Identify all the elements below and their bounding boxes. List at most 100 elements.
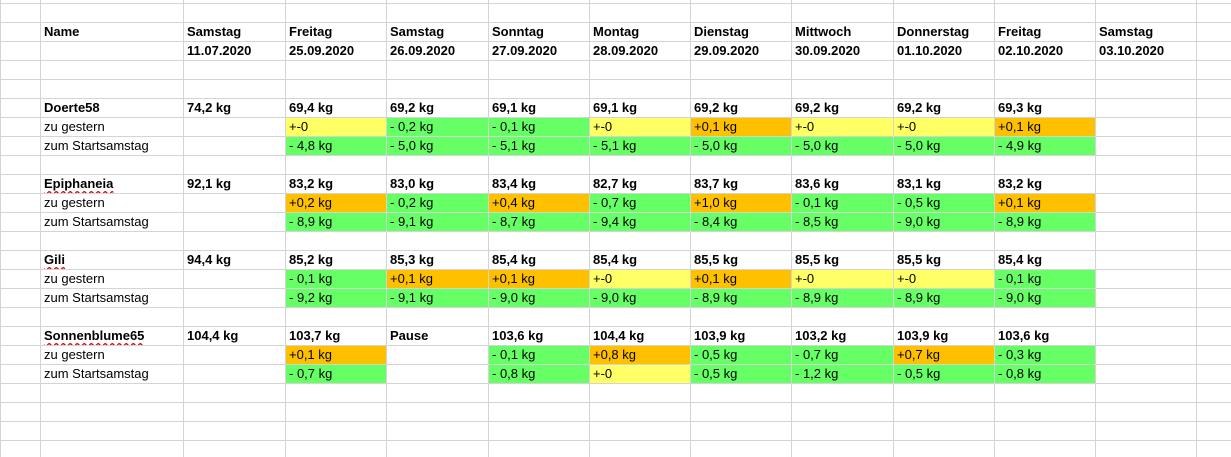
change-total-cell[interactable]: - 5,0 kg xyxy=(387,137,488,155)
weight-cell[interactable]: 83,0 kg xyxy=(390,176,435,191)
header-date-cell[interactable]: 26.09.2020 xyxy=(390,43,456,58)
weight-cell[interactable]: 104,4 kg xyxy=(187,328,239,343)
change-daily-cell[interactable] xyxy=(184,194,285,212)
header-date-cell[interactable]: 25.09.2020 xyxy=(289,43,355,58)
header-weekday-cell[interactable]: Samstag xyxy=(187,24,242,39)
change-total-cell[interactable]: - 8,9 kg xyxy=(792,289,893,307)
person-name-cell[interactable]: Epiphaneia xyxy=(44,176,114,191)
weight-cell[interactable]: 103,6 kg xyxy=(998,328,1050,343)
header-weekday-cell[interactable]: Montag xyxy=(593,24,640,39)
row-label-cell[interactable]: zu gestern xyxy=(44,195,105,210)
change-daily-cell[interactable]: +0,1 kg xyxy=(691,270,791,288)
weight-cell[interactable]: 83,6 kg xyxy=(795,176,840,191)
weight-cell[interactable]: 83,2 kg xyxy=(289,176,334,191)
change-daily-cell[interactable]: - 0,1 kg xyxy=(995,270,1095,288)
change-total-cell[interactable]: - 9,0 kg xyxy=(590,289,690,307)
change-total-cell[interactable]: - 9,0 kg xyxy=(995,289,1095,307)
change-daily-cell[interactable] xyxy=(184,118,285,136)
change-total-cell[interactable]: - 0,5 kg xyxy=(894,365,994,383)
change-total-cell[interactable] xyxy=(184,365,285,383)
header-date-cell[interactable]: 11.07.2020 xyxy=(187,43,252,58)
change-daily-cell[interactable] xyxy=(387,346,488,364)
change-total-cell[interactable]: - 9,1 kg xyxy=(387,289,488,307)
person-name-cell[interactable]: Gili xyxy=(44,252,65,267)
change-total-cell[interactable]: - 5,1 kg xyxy=(590,137,690,155)
header-date-cell[interactable]: 01.10.2020 xyxy=(897,43,963,58)
weight-cell[interactable]: 69,3 kg xyxy=(998,100,1043,115)
change-daily-cell[interactable]: +-0 xyxy=(792,270,893,288)
change-daily-cell[interactable]: +0,7 kg xyxy=(894,346,994,364)
row-label-cell[interactable]: zum Startsamstag xyxy=(44,214,149,229)
weight-cell[interactable]: 85,5 kg xyxy=(694,252,739,267)
change-total-cell[interactable]: - 9,1 kg xyxy=(387,213,488,231)
change-daily-cell[interactable] xyxy=(184,346,285,364)
change-total-cell[interactable]: - 1,2 kg xyxy=(792,365,893,383)
row-label-cell[interactable]: zu gestern xyxy=(44,119,105,134)
change-daily-cell[interactable]: +0,2 kg xyxy=(286,194,386,212)
change-daily-cell[interactable]: +0,1 kg xyxy=(995,194,1095,212)
header-weekday-cell[interactable]: Samstag xyxy=(1099,24,1154,39)
change-total-cell[interactable]: - 0,8 kg xyxy=(489,365,589,383)
change-daily-cell[interactable]: +0,1 kg xyxy=(387,270,488,288)
weight-cell[interactable]: 69,2 kg xyxy=(897,100,942,115)
change-total-cell[interactable]: - 8,7 kg xyxy=(489,213,589,231)
weight-cell[interactable]: 92,1 kg xyxy=(187,176,232,191)
weight-cell[interactable]: 69,2 kg xyxy=(795,100,840,115)
weight-cell[interactable]: Pause xyxy=(390,328,429,343)
change-total-cell[interactable]: - 8,4 kg xyxy=(691,213,791,231)
change-daily-cell[interactable]: +0,1 kg xyxy=(286,346,386,364)
change-total-cell[interactable] xyxy=(184,289,285,307)
change-total-cell[interactable]: - 0,8 kg xyxy=(995,365,1095,383)
header-date-cell[interactable]: 03.10.2020 xyxy=(1099,43,1165,58)
weight-cell[interactable]: 83,1 kg xyxy=(897,176,942,191)
header-date-cell[interactable]: 27.09.2020 xyxy=(492,43,558,58)
header-weekday-cell[interactable]: Samstag xyxy=(390,24,445,39)
weight-cell[interactable]: 69,4 kg xyxy=(289,100,334,115)
change-daily-cell[interactable]: - 0,2 kg xyxy=(387,194,488,212)
change-daily-cell[interactable]: - 0,1 kg xyxy=(792,194,893,212)
change-total-cell[interactable]: - 9,2 kg xyxy=(286,289,386,307)
row-label-cell[interactable]: zu gestern xyxy=(44,271,105,286)
change-total-cell[interactable]: - 8,5 kg xyxy=(792,213,893,231)
change-total-cell[interactable]: - 9,0 kg xyxy=(894,213,994,231)
header-weekday-cell[interactable]: Donnerstag xyxy=(897,24,970,39)
row-label-cell[interactable]: zu gestern xyxy=(44,347,105,362)
header-date-cell[interactable]: 28.09.2020 xyxy=(593,43,659,58)
change-daily-cell[interactable]: - 0,1 kg xyxy=(489,346,589,364)
weight-cell[interactable]: 85,5 kg xyxy=(897,252,942,267)
weight-cell[interactable]: 103,6 kg xyxy=(492,328,544,343)
weight-cell[interactable]: 83,2 kg xyxy=(998,176,1043,191)
weight-cell[interactable]: 103,9 kg xyxy=(897,328,949,343)
change-daily-cell[interactable]: - 0,1 kg xyxy=(489,118,589,136)
weight-cell[interactable]: 85,4 kg xyxy=(593,252,638,267)
weight-cell[interactable]: 83,4 kg xyxy=(492,176,537,191)
weight-cell[interactable]: 74,2 kg xyxy=(187,100,232,115)
header-weekday-cell[interactable]: Dienstag xyxy=(694,24,749,39)
change-total-cell[interactable]: - 5,0 kg xyxy=(792,137,893,155)
weight-cell[interactable]: 103,2 kg xyxy=(795,328,847,343)
change-daily-cell[interactable]: +-0 xyxy=(894,118,994,136)
change-total-cell[interactable]: - 0,5 kg xyxy=(691,365,791,383)
change-daily-cell[interactable]: +-0 xyxy=(590,270,690,288)
change-daily-cell[interactable]: - 0,2 kg xyxy=(387,118,488,136)
weight-cell[interactable]: 103,7 kg xyxy=(289,328,341,343)
change-total-cell[interactable]: - 4,8 kg xyxy=(286,137,386,155)
weight-cell[interactable]: 69,2 kg xyxy=(390,100,435,115)
header-weekday-cell[interactable]: Sonntag xyxy=(492,24,544,39)
change-total-cell[interactable] xyxy=(184,213,285,231)
change-total-cell[interactable]: - 9,0 kg xyxy=(489,289,589,307)
change-total-cell[interactable]: - 5,1 kg xyxy=(489,137,589,155)
weight-cell[interactable]: 69,1 kg xyxy=(593,100,638,115)
change-total-cell[interactable]: - 9,4 kg xyxy=(590,213,690,231)
change-daily-cell[interactable]: +0,1 kg xyxy=(489,270,589,288)
header-date-cell[interactable]: 02.10.2020 xyxy=(998,43,1064,58)
change-daily-cell[interactable]: +-0 xyxy=(590,118,690,136)
row-label-cell[interactable]: zum Startsamstag xyxy=(44,138,149,153)
row-label-cell[interactable]: zum Startsamstag xyxy=(44,366,149,381)
row-label-cell[interactable]: zum Startsamstag xyxy=(44,290,149,305)
weight-cell[interactable]: 94,4 kg xyxy=(187,252,232,267)
weight-cell[interactable]: 104,4 kg xyxy=(593,328,645,343)
change-daily-cell[interactable]: +-0 xyxy=(792,118,893,136)
change-daily-cell[interactable]: +0,4 kg xyxy=(489,194,589,212)
